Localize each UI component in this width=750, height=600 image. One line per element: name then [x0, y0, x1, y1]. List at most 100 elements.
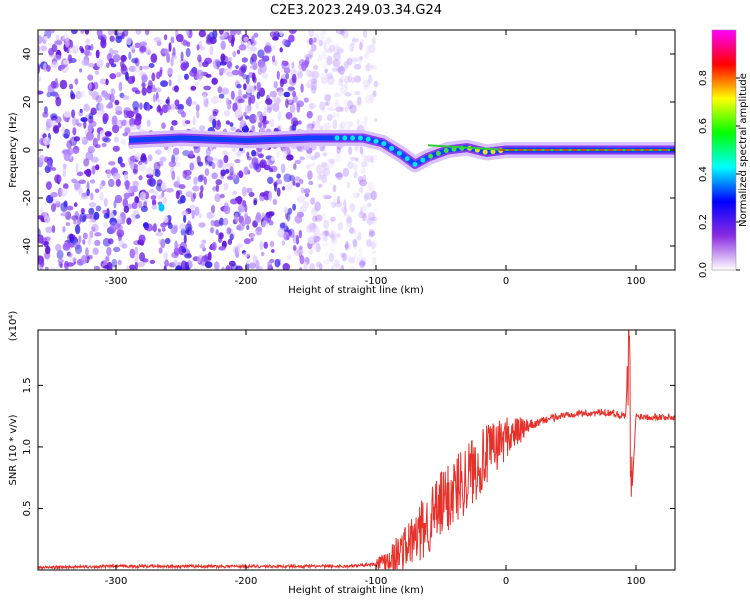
noise-blob: [40, 206, 44, 215]
noise-blob: [334, 57, 343, 65]
noise-blob: [314, 151, 321, 158]
noise-blob: [341, 63, 348, 72]
noise-blob: [221, 169, 227, 176]
noise-blob: [357, 76, 361, 82]
noise-blob: [288, 30, 297, 35]
noise-blob: [363, 115, 369, 124]
noise-blob: [209, 45, 214, 56]
noise-blob: [264, 45, 272, 54]
noise-blob: [356, 192, 361, 198]
noise-blob: [71, 215, 79, 221]
noise-blob: [87, 236, 92, 246]
noise-blob: [79, 212, 87, 223]
noise-blob: [201, 239, 207, 244]
noise-blob: [91, 223, 99, 233]
noise-blob: [113, 200, 117, 209]
noise-blob: [99, 191, 104, 202]
noise-blob: [78, 187, 83, 196]
noise-blob: [293, 176, 301, 182]
noise-blob: [118, 81, 123, 92]
noise-blob: [362, 79, 371, 88]
noise-blob: [332, 119, 338, 130]
noise-blob: [357, 96, 362, 106]
noise-blob: [115, 178, 121, 187]
noise-blob: [274, 258, 281, 268]
noise-blob: [146, 167, 154, 176]
noise-blob: [353, 252, 358, 259]
noise-blob: [216, 159, 220, 166]
noise-blob: [353, 63, 362, 70]
noise-blob: [269, 240, 275, 248]
noise-blob: [55, 40, 63, 45]
noise-blob: [363, 85, 369, 91]
noise-blob: [96, 30, 103, 37]
noise-blob: [363, 194, 369, 202]
noise-blob: [301, 187, 305, 194]
noise-blob: [94, 70, 100, 75]
noise-blob: [149, 259, 156, 264]
x-tick-label: -300: [105, 576, 128, 587]
noise-blob: [87, 124, 93, 134]
noise-blob: [322, 61, 330, 71]
noise-blob: [100, 38, 107, 49]
noise-blob: [218, 30, 224, 35]
noise-blob: [311, 37, 317, 43]
noise-blob: [259, 192, 267, 197]
noise-blob: [199, 191, 203, 199]
snr-panel: -300 -200 -100 0 100 0.5 1.0 1.5 Height of str…: [8, 311, 676, 596]
noise-blob: [367, 219, 372, 224]
snr-y-label: SNR (10 * v/v): [8, 414, 19, 485]
y-tick-label: -20: [22, 190, 33, 206]
noise-blob: [367, 187, 373, 193]
noise-blob: [152, 93, 156, 103]
noise-blob: [48, 47, 55, 56]
noise-blob: [326, 55, 333, 66]
noise-blob: [54, 40, 58, 45]
noise-blob: [255, 113, 264, 124]
noise-blob: [314, 236, 321, 242]
noise-blob: [87, 145, 95, 154]
noise-blob: [148, 188, 155, 194]
noise-blob: [371, 256, 377, 266]
noise-blob: [62, 33, 70, 42]
noise-blob: [324, 229, 330, 237]
noise-blob: [322, 167, 331, 177]
noise-blob: [236, 150, 242, 157]
noise-blob: [331, 67, 339, 72]
noise-blob: [155, 149, 162, 155]
noise-blob: [315, 242, 321, 253]
noise-blob: [358, 247, 362, 258]
noise-blob: [129, 264, 136, 270]
noise-blob: [62, 167, 66, 178]
noise-blob: [150, 226, 157, 231]
noise-blob: [141, 74, 148, 83]
noise-blob: [187, 220, 192, 227]
noise-blob: [250, 94, 256, 104]
noise-blob: [238, 44, 247, 51]
noise-blob: [349, 121, 354, 128]
noise-blob: [277, 89, 283, 97]
noise-blob: [194, 81, 199, 87]
noise-blob: [345, 181, 350, 190]
noise-blob: [185, 98, 190, 106]
noise-blob: [72, 44, 79, 55]
noise-blob: [331, 112, 336, 119]
noise-blob: [170, 56, 174, 67]
noise-blob: [282, 38, 289, 46]
noise-blob: [182, 39, 188, 47]
noise-blob: [110, 88, 116, 95]
noise-blob: [80, 136, 84, 142]
noise-blob: [58, 175, 62, 183]
noise-blob: [346, 217, 353, 228]
noise-blob: [283, 206, 289, 214]
noise-blob: [114, 136, 119, 143]
noise-blob: [112, 54, 121, 63]
noise-blob: [311, 242, 316, 251]
noise-blob: [365, 94, 373, 104]
noise-blob: [250, 237, 254, 242]
noise-blob: [90, 156, 99, 163]
noise-blob: [157, 104, 161, 112]
noise-blob: [180, 260, 188, 270]
noise-blob: [134, 152, 141, 161]
noise-blob: [330, 201, 336, 209]
